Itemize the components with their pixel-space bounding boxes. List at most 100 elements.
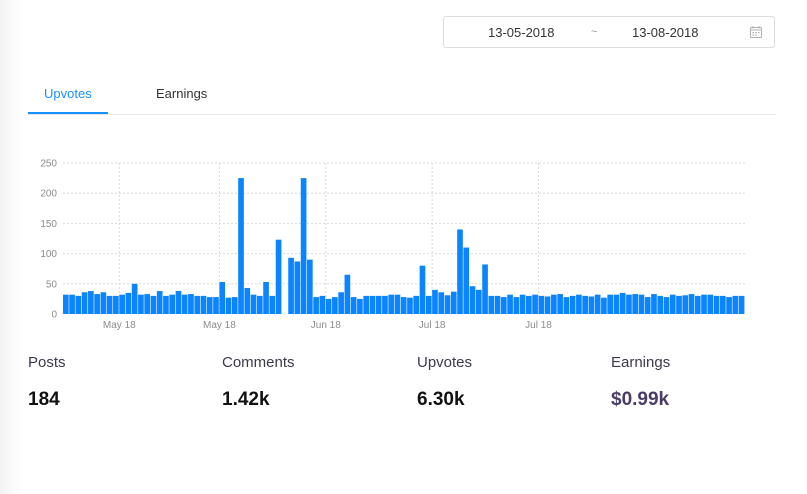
bar: [526, 295, 532, 314]
bar: [400, 297, 407, 314]
bar: [307, 259, 313, 314]
bar: [144, 294, 150, 314]
bar: [469, 286, 476, 314]
bar: [325, 298, 332, 314]
stat-upvotes-label: Upvotes: [417, 354, 473, 371]
stat-posts-label: Posts: [28, 354, 66, 371]
bar: [100, 292, 107, 314]
stat-upvotes-value: 6.30k: [417, 389, 465, 410]
bar: [494, 295, 501, 314]
bar: [150, 295, 157, 314]
stat-posts: Posts 184: [28, 354, 66, 411]
bar: [69, 294, 75, 314]
bar: [363, 295, 369, 314]
bar: [375, 295, 382, 314]
bar: [288, 257, 294, 314]
x-tick-label: Jul 18: [525, 320, 552, 331]
bar: [263, 281, 269, 314]
bar: [463, 247, 470, 314]
bar: [113, 295, 119, 314]
bar: [75, 295, 82, 314]
bar: [432, 289, 438, 314]
bar: [513, 297, 520, 314]
bar: [425, 295, 432, 314]
bar: [131, 283, 138, 314]
bar: [156, 291, 163, 314]
bar: [632, 294, 639, 314]
bar: [88, 291, 94, 314]
bar: [500, 297, 507, 314]
bar: [350, 297, 357, 314]
bar: [200, 295, 207, 314]
y-tick-label: 100: [40, 249, 57, 260]
bar: [413, 295, 420, 314]
bar: [651, 294, 657, 314]
bar: [213, 297, 219, 314]
date-separator: ~: [591, 26, 598, 38]
tab-bar: Upvotes Earnings: [28, 72, 776, 115]
bar: [657, 295, 664, 314]
bar: [638, 294, 645, 314]
bar: [713, 295, 720, 314]
bar: [407, 297, 413, 314]
bar: [626, 294, 632, 314]
x-tick-label: Jul 18: [419, 320, 446, 331]
bar: [738, 295, 745, 314]
bar: [707, 294, 714, 314]
bar: [644, 297, 651, 314]
stat-earnings-label: Earnings: [611, 354, 671, 371]
bar: [338, 292, 344, 314]
bar: [594, 294, 601, 314]
bar: [225, 297, 232, 314]
bar: [388, 294, 395, 314]
bar: [194, 295, 201, 314]
tab-upvotes[interactable]: Upvotes: [44, 86, 92, 101]
bar: [206, 297, 213, 314]
bar: [244, 288, 251, 314]
bar: [532, 294, 538, 314]
bar: [175, 291, 182, 314]
bar: [181, 294, 188, 314]
bar: [163, 295, 169, 314]
date-range-picker[interactable]: 13-05-2018 ~ 13-08-2018: [443, 16, 775, 48]
bar: [357, 298, 363, 314]
bar: [231, 297, 238, 314]
bar: [688, 294, 695, 314]
bar: [119, 294, 125, 314]
x-tick-label: Jun 18: [311, 320, 341, 331]
bar: [344, 274, 351, 314]
y-tick-label: 200: [40, 189, 57, 200]
bar: [544, 296, 551, 314]
stat-earnings: Earnings $0.99k: [611, 354, 670, 411]
bar: [488, 295, 495, 314]
stat-comments-label: Comments: [222, 354, 295, 371]
date-end-input[interactable]: 13-08-2018: [632, 25, 699, 40]
bar: [475, 289, 482, 314]
y-tick-label: 250: [40, 159, 57, 170]
date-start-input[interactable]: 13-05-2018: [488, 25, 555, 40]
bar: [482, 264, 488, 314]
bar: [619, 292, 626, 314]
bar: [94, 294, 100, 314]
bar: [138, 294, 144, 314]
bar: [106, 295, 113, 314]
stat-earnings-value: $0.99k: [611, 389, 670, 410]
bar: [332, 297, 338, 314]
bar: [319, 295, 326, 314]
calendar-icon[interactable]: [750, 26, 762, 38]
bar: [601, 297, 607, 314]
bar: [569, 295, 576, 314]
bar: [450, 291, 457, 314]
bar: [382, 295, 388, 314]
stats-row: Posts 184 Comments 1.42k Upvotes 6.30k E…: [28, 354, 788, 424]
upvotes-bar-chart: 0 50 100 150 200 250 May 18 May 18 Jun 18 Jul 18 J…: [40, 159, 745, 331]
bar: [63, 294, 69, 314]
x-tick-label: May 18: [203, 320, 236, 331]
tab-earnings[interactable]: Earnings: [156, 86, 208, 101]
bar: [300, 178, 307, 314]
bar: [676, 295, 682, 314]
bar: [457, 229, 463, 314]
bar: [663, 297, 670, 314]
bar: [419, 265, 426, 314]
